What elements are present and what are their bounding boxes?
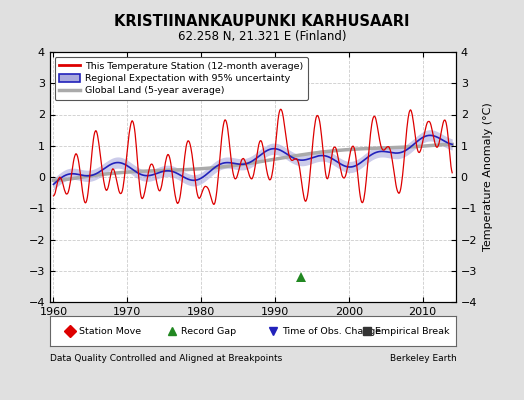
- Legend: This Temperature Station (12-month average), Regional Expectation with 95% uncer: This Temperature Station (12-month avera…: [54, 57, 308, 100]
- Text: Berkeley Earth: Berkeley Earth: [390, 354, 457, 363]
- Text: Station Move: Station Move: [79, 326, 141, 336]
- Text: Empirical Break: Empirical Break: [376, 326, 450, 336]
- Y-axis label: Temperature Anomaly (°C): Temperature Anomaly (°C): [483, 103, 493, 251]
- Text: 62.258 N, 21.321 E (Finland): 62.258 N, 21.321 E (Finland): [178, 30, 346, 43]
- Text: KRISTIINANKAUPUNKI KARHUSAARI: KRISTIINANKAUPUNKI KARHUSAARI: [114, 14, 410, 29]
- Text: Record Gap: Record Gap: [181, 326, 236, 336]
- Text: Time of Obs. Change: Time of Obs. Change: [282, 326, 381, 336]
- Text: Data Quality Controlled and Aligned at Breakpoints: Data Quality Controlled and Aligned at B…: [50, 354, 282, 363]
